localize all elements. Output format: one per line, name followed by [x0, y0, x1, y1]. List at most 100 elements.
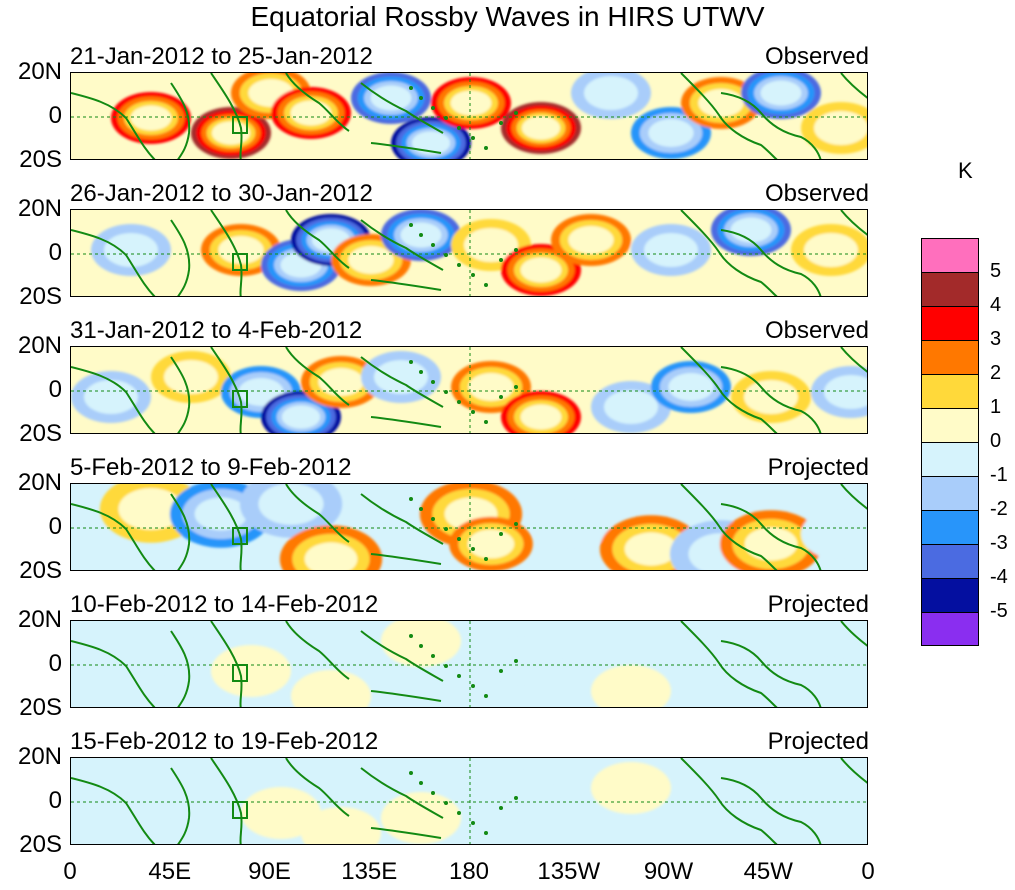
island-marker — [431, 517, 435, 521]
island-marker — [409, 771, 413, 775]
panel-type-label: Observed — [764, 43, 869, 70]
latitude-tick-label: 20N — [17, 469, 62, 496]
anomaly-contour — [624, 532, 678, 566]
island-marker — [499, 121, 503, 125]
island-marker — [499, 806, 503, 810]
colorbar-swatch — [921, 442, 979, 476]
coastline — [680, 621, 778, 707]
anomaly-contour — [648, 119, 694, 147]
island-marker — [514, 111, 518, 115]
anomaly-contour — [801, 802, 867, 844]
map-panel — [70, 72, 868, 160]
latitude-tick-label: 20S — [19, 694, 62, 721]
anomaly-contour — [194, 497, 248, 531]
island-marker — [431, 106, 435, 110]
island-marker — [431, 654, 435, 658]
anomaly-contour — [118, 488, 184, 530]
coastline — [680, 73, 778, 159]
island-marker — [419, 781, 423, 785]
colorbar-swatch — [921, 238, 979, 272]
coastline — [71, 640, 156, 707]
island-marker — [471, 273, 475, 277]
longitude-tick-label: 45E — [148, 858, 192, 885]
latitude-tick-label: 20S — [19, 420, 62, 447]
island-marker — [409, 86, 413, 90]
colorbar-level-label: -2 — [990, 498, 1008, 520]
anomaly-contour — [481, 635, 561, 687]
colorbar-swatch — [921, 612, 979, 646]
island-marker — [514, 796, 518, 800]
coastline — [370, 416, 442, 428]
anomaly-contour — [744, 527, 798, 561]
coastline — [360, 82, 444, 134]
coastline — [285, 73, 350, 132]
coastline — [285, 484, 350, 543]
map-panel — [70, 620, 868, 708]
island-marker — [431, 243, 435, 247]
latitude-tick-label: 20N — [17, 606, 62, 633]
anomaly-contour — [481, 772, 561, 824]
longitude-tick-label: 0 — [861, 858, 875, 885]
latitude-tick-label: 20N — [17, 332, 62, 359]
panel-date-label: 15-Feb-2012 to 19-Feb-2012 — [70, 728, 379, 755]
coastline — [720, 229, 822, 296]
coastline — [370, 279, 442, 291]
coastline — [210, 210, 243, 296]
anomaly-contour — [468, 373, 514, 401]
anomaly-contour — [520, 404, 562, 430]
colorbar-swatch — [921, 544, 979, 578]
island-marker — [484, 557, 488, 561]
panel-date-label: 31-Jan-2012 to 4-Feb-2012 — [70, 317, 363, 344]
longitude-tick-label: 180 — [448, 858, 490, 885]
island-marker — [471, 547, 475, 551]
coastline — [370, 553, 442, 565]
colorbar-level-label: -3 — [990, 532, 1008, 554]
colorbar-swatch — [921, 578, 979, 612]
anomaly-contour — [164, 360, 218, 394]
anomaly-contour — [258, 484, 324, 525]
coastline — [210, 758, 243, 844]
panel-type-label: Observed — [764, 317, 869, 344]
anomaly-contour — [591, 762, 671, 814]
anomaly-contour — [218, 236, 264, 264]
coastline — [840, 621, 867, 647]
latitude-tick-label: 20S — [19, 146, 62, 173]
coastline — [720, 777, 822, 844]
island-marker — [471, 410, 475, 414]
anomaly-contour — [531, 498, 611, 550]
island-marker — [457, 263, 461, 267]
island-marker — [514, 522, 518, 526]
anomaly-contour — [760, 80, 802, 106]
panel-date-label: 10-Feb-2012 to 14-Feb-2012 — [70, 591, 379, 618]
latitude-tick-label: 0 — [48, 650, 62, 677]
coastline — [210, 73, 243, 159]
island-marker — [514, 659, 518, 663]
island-marker — [409, 360, 413, 364]
island-marker — [499, 669, 503, 673]
anomaly-contour — [318, 368, 364, 396]
coastline — [170, 356, 191, 433]
latitude-tick-label: 20N — [17, 58, 62, 85]
coastline — [285, 347, 350, 406]
anomaly-contour — [730, 217, 772, 243]
coastline — [71, 503, 156, 570]
island-marker — [419, 507, 423, 511]
anomaly-contour — [814, 111, 867, 145]
coastline — [360, 630, 444, 682]
colorbar-level-label: 1 — [990, 396, 1002, 418]
map-panel — [70, 757, 868, 845]
coastline — [840, 484, 867, 510]
coastline — [360, 493, 444, 545]
coastline — [71, 777, 156, 844]
colorbar-swatch — [921, 408, 979, 442]
longitude-tick-label: 90E — [248, 858, 291, 885]
island-marker — [409, 497, 413, 501]
latitude-tick-label: 0 — [48, 513, 62, 540]
island-marker — [419, 370, 423, 374]
anomaly-contour — [644, 233, 698, 267]
island-marker — [409, 223, 413, 227]
coastline — [680, 347, 778, 433]
anomaly-contour — [291, 670, 371, 707]
island-marker — [457, 674, 461, 678]
longitude-tick-label: 135W — [537, 858, 601, 885]
